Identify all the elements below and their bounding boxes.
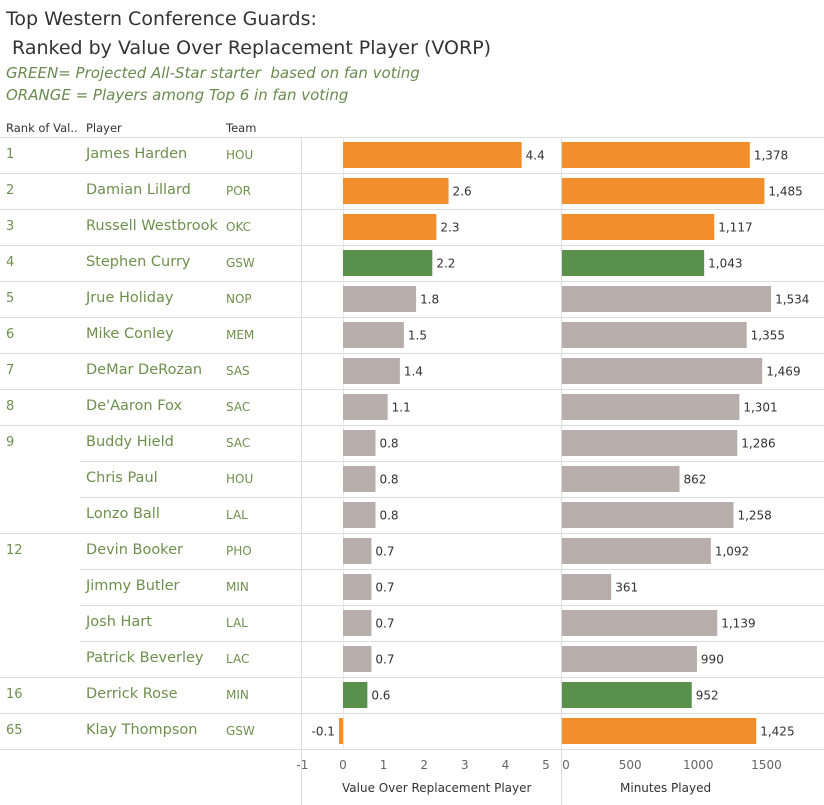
vorp-data-label: -0.1: [312, 725, 335, 739]
minutes-bar: [562, 214, 714, 240]
minutes-data-label: 1,355: [751, 329, 785, 343]
vorp-bar: [343, 250, 432, 276]
vorp-data-label: 0.8: [379, 437, 398, 451]
minutes-tick-label: 500: [619, 758, 642, 772]
minutes-bar: [562, 610, 717, 636]
vorp-axis-title: Value Over Replacement Player: [342, 781, 531, 795]
minutes-bar: [562, 466, 679, 492]
minutes-data-label: 1,139: [721, 617, 755, 631]
minutes-data-label: 1,117: [718, 221, 752, 235]
vorp-bar: [343, 358, 400, 384]
minutes-bar: [562, 286, 771, 312]
vorp-bar: [343, 430, 375, 456]
minutes-bar: [562, 178, 764, 204]
minutes-axis-title: Minutes Played: [620, 781, 711, 795]
minutes-data-label: 1,378: [754, 149, 788, 163]
minutes-data-label: 952: [696, 689, 719, 703]
minutes-data-label: 1,092: [715, 545, 749, 559]
vorp-bar: [343, 682, 367, 708]
vorp-data-label: 0.8: [379, 473, 398, 487]
vorp-data-label: 1.4: [404, 365, 423, 379]
vorp-bar: [343, 394, 388, 420]
vorp-data-label: 1.8: [420, 293, 439, 307]
vorp-data-label: 2.3: [440, 221, 459, 235]
minutes-data-label: 1,301: [743, 401, 777, 415]
minutes-bar: [562, 538, 711, 564]
minutes-tick-label: 0: [562, 758, 570, 772]
vorp-data-label: 1.1: [392, 401, 411, 415]
minutes-bar: [562, 682, 692, 708]
minutes-bar: [562, 646, 697, 672]
vorp-bar: [343, 610, 371, 636]
minutes-tick-label: 1500: [751, 758, 782, 772]
minutes-data-label: 1,258: [737, 509, 771, 523]
vorp-tick-label: 3: [461, 758, 469, 772]
vorp-data-label: 0.6: [371, 689, 390, 703]
vorp-bar: [343, 286, 416, 312]
vorp-tick-label: -1: [296, 758, 308, 772]
minutes-data-label: 361: [615, 581, 638, 595]
vorp-tick-label: 1: [380, 758, 388, 772]
minutes-bar: [562, 250, 704, 276]
minutes-bar: [562, 718, 756, 744]
vorp-bar: [343, 466, 375, 492]
minutes-bar: [562, 502, 733, 528]
minutes-data-label: 1,485: [768, 185, 802, 199]
vorp-bar: [343, 502, 375, 528]
minutes-bar: [562, 430, 737, 456]
minutes-data-label: 1,043: [708, 257, 742, 271]
minutes-data-label: 862: [683, 473, 706, 487]
vorp-bar: [343, 142, 522, 168]
vorp-data-label: 1.5: [408, 329, 427, 343]
vorp-tick-label: 2: [420, 758, 428, 772]
vorp-data-label: 4.4: [526, 149, 545, 163]
minutes-bar: [562, 358, 762, 384]
vorp-bar: [343, 178, 449, 204]
minutes-data-label: 1,286: [741, 437, 775, 451]
vorp-tick-label: 0: [339, 758, 347, 772]
vorp-data-label: 0.8: [379, 509, 398, 523]
minutes-bar: [562, 394, 739, 420]
minutes-data-label: 1,469: [766, 365, 800, 379]
minutes-bar: [562, 142, 750, 168]
minutes-bar: [562, 322, 747, 348]
minutes-data-label: 990: [701, 653, 724, 667]
vorp-bar: [343, 538, 371, 564]
minutes-data-label: 1,534: [775, 293, 809, 307]
vorp-bar: [343, 574, 371, 600]
vorp-data-label: 0.7: [375, 581, 394, 595]
vorp-data-label: 2.6: [453, 185, 472, 199]
vorp-tick-label: 5: [542, 758, 550, 772]
vorp-data-label: 0.7: [375, 617, 394, 631]
minutes-tick-label: 1000: [683, 758, 714, 772]
vorp-tick-label: 4: [502, 758, 510, 772]
minutes-data-label: 1,425: [760, 725, 794, 739]
vorp-bar: [343, 646, 371, 672]
vorp-bar: [343, 214, 436, 240]
minutes-bar: [562, 574, 611, 600]
vorp-bar: [339, 718, 343, 744]
vorp-data-label: 0.7: [375, 653, 394, 667]
vorp-data-label: 2.2: [436, 257, 455, 271]
vorp-data-label: 0.7: [375, 545, 394, 559]
vorp-bar: [343, 322, 404, 348]
